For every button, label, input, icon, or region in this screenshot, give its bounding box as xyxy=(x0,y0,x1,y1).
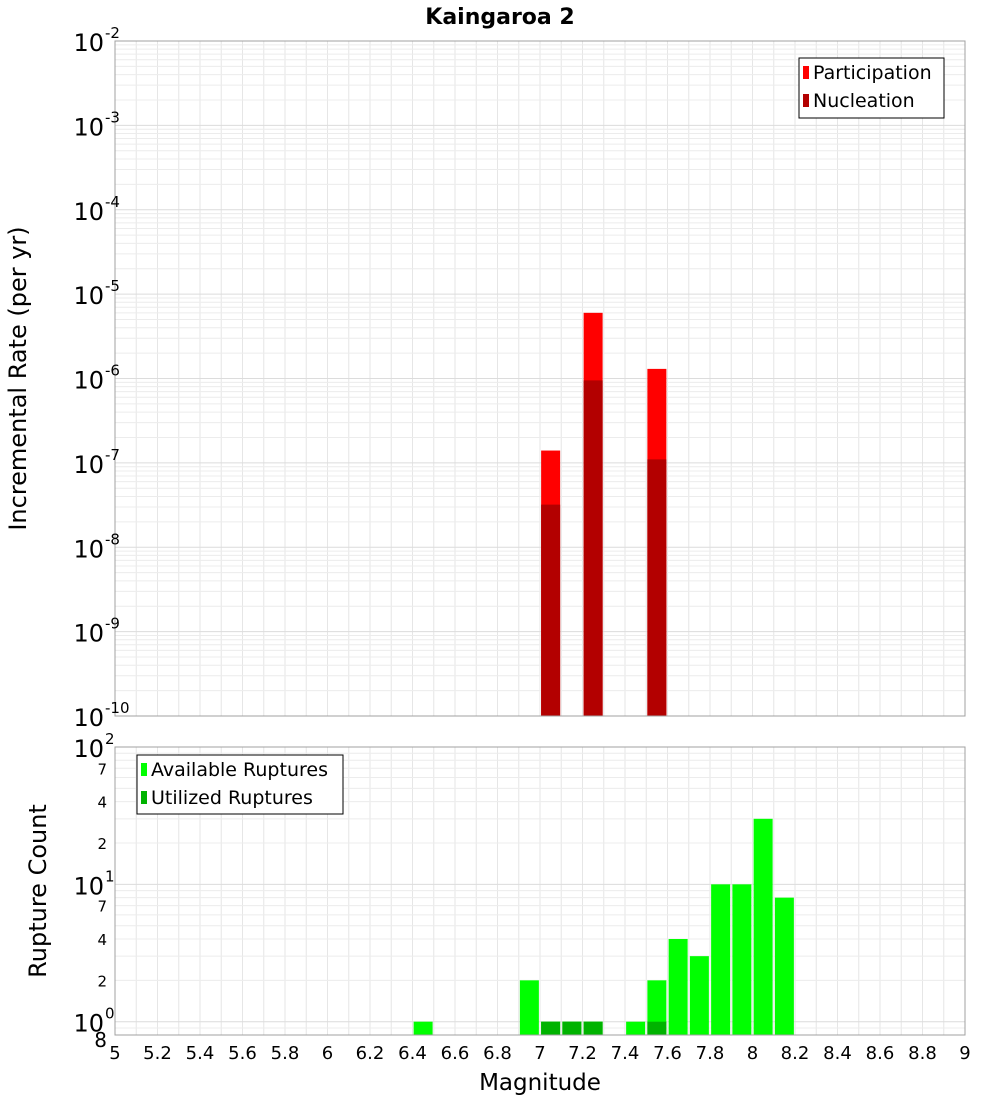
chart-title: Kaingaroa 2 xyxy=(425,5,574,30)
x-tick-label: 6.2 xyxy=(356,1043,385,1064)
y-tick-label: 10 xyxy=(73,735,104,763)
y-tick-exponent: -6 xyxy=(105,362,120,380)
y-tick-exponent: -3 xyxy=(105,108,120,126)
legend-box xyxy=(798,57,945,119)
legend-swatch xyxy=(803,66,809,79)
y-axis-label: Rupture Count xyxy=(24,804,52,978)
bar-available-ruptures xyxy=(753,818,773,1035)
y-tick-label: 10 xyxy=(73,872,104,900)
bar-available-ruptures xyxy=(774,897,794,1035)
bar-nucleation xyxy=(583,380,603,716)
y-tick-label: 10 xyxy=(73,29,104,57)
y-tick-label: 10 xyxy=(73,451,104,479)
x-tick-label: 8.6 xyxy=(866,1043,895,1064)
legend-label: Available Ruptures xyxy=(151,759,328,781)
y-tick-label: 10 xyxy=(73,113,104,141)
bar-available-ruptures xyxy=(711,884,731,1035)
bar-available-ruptures xyxy=(626,1021,646,1035)
bar-nucleation xyxy=(647,459,667,716)
y-tick-exponent: 0 xyxy=(105,1005,115,1023)
x-tick-label: 7.6 xyxy=(653,1043,682,1064)
y-tick-exponent: 1 xyxy=(105,867,115,885)
y-tick-label: 10 xyxy=(73,367,104,395)
y-tick-label: 10 xyxy=(73,704,104,732)
y-tick-label: 4 xyxy=(97,794,107,812)
x-tick-label: 8.2 xyxy=(781,1043,810,1064)
x-tick-label: 6 xyxy=(322,1043,333,1064)
y-tick-exponent: -2 xyxy=(105,24,120,42)
bar-available-ruptures xyxy=(647,980,667,1035)
y-tick-label: 10 xyxy=(73,198,104,226)
x-tick-label: 5.6 xyxy=(228,1043,257,1064)
x-tick-label: 5.4 xyxy=(186,1043,215,1064)
x-tick-label: 6.8 xyxy=(483,1043,512,1064)
plot-frame xyxy=(114,40,966,717)
x-tick-label: 9 xyxy=(959,1043,970,1064)
x-tick-label: 5.8 xyxy=(271,1043,300,1064)
legend-label: Utilized Ruptures xyxy=(151,787,313,809)
x-tick-label: 5 xyxy=(109,1043,120,1064)
bar-utilized-ruptures xyxy=(541,1021,561,1035)
x-tick-label: 7.2 xyxy=(568,1043,597,1064)
bar-nucleation xyxy=(541,504,561,716)
legend-swatch xyxy=(141,763,147,776)
x-tick-label: 6.6 xyxy=(441,1043,470,1064)
y-tick-label: 4 xyxy=(97,931,107,949)
y-tick-label: 7 xyxy=(97,760,107,778)
x-tick-label: 6.4 xyxy=(398,1043,427,1064)
x-tick-label: 7 xyxy=(534,1043,545,1064)
legend-swatch xyxy=(803,94,809,107)
y-tick-label: 10 xyxy=(73,535,104,563)
bar-available-ruptures xyxy=(689,956,709,1035)
y-tick-label: 2 xyxy=(97,835,107,853)
x-tick-label: 8.8 xyxy=(908,1043,937,1064)
bar-utilized-ruptures xyxy=(583,1021,603,1035)
x-axis-label: Magnitude xyxy=(479,1070,601,1096)
y-tick-label: 10 xyxy=(73,620,104,648)
bar-available-ruptures xyxy=(413,1021,433,1035)
x-tick-label: 8.4 xyxy=(823,1043,852,1064)
bar-utilized-ruptures xyxy=(647,1021,667,1035)
y-tick-exponent: -9 xyxy=(105,615,120,633)
legend-swatch xyxy=(141,791,147,804)
y-tick-label: 8 xyxy=(94,1028,107,1052)
bar-available-ruptures xyxy=(668,939,688,1035)
legend-label: Participation xyxy=(813,62,932,84)
x-tick-label: 7.8 xyxy=(696,1043,725,1064)
x-tick-label: 7.4 xyxy=(611,1043,640,1064)
y-tick-label: 7 xyxy=(97,898,107,916)
bar-available-ruptures xyxy=(519,980,539,1035)
y-tick-exponent: 2 xyxy=(105,730,115,748)
y-tick-exponent: -5 xyxy=(105,277,120,295)
x-tick-label: 5.2 xyxy=(143,1043,172,1064)
y-tick-exponent: -8 xyxy=(105,530,120,548)
x-tick-label: 8 xyxy=(747,1043,758,1064)
y-axis-label: Incremental Rate (per yr) xyxy=(4,226,32,530)
bar-utilized-ruptures xyxy=(562,1021,582,1035)
y-tick-exponent: -7 xyxy=(105,446,120,464)
legend-label: Nucleation xyxy=(813,90,915,112)
plot-frame xyxy=(114,746,966,1036)
y-tick-exponent: -4 xyxy=(105,193,120,211)
y-tick-label: 10 xyxy=(73,1010,104,1038)
y-tick-label: 2 xyxy=(97,972,107,990)
legend-box xyxy=(136,754,344,815)
y-tick-exponent: -10 xyxy=(105,699,130,717)
bar-available-ruptures xyxy=(732,884,752,1035)
y-tick-label: 10 xyxy=(73,282,104,310)
